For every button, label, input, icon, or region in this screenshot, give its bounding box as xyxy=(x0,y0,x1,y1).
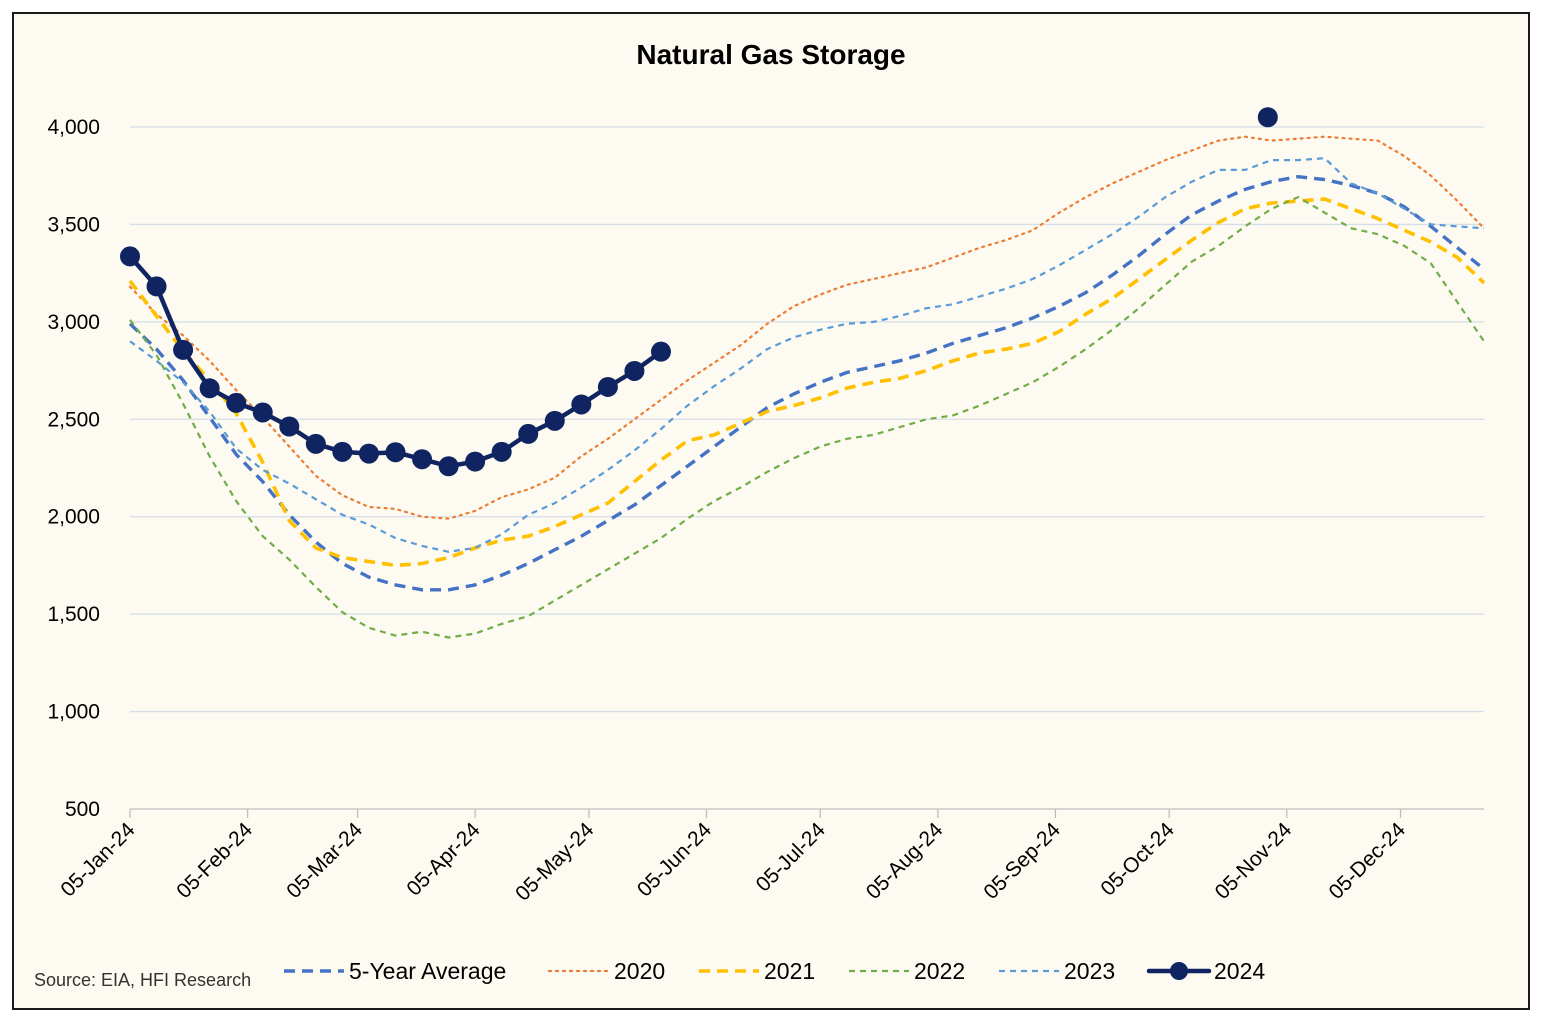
legend-label-2020: 2020 xyxy=(614,958,665,984)
y-tick-label: 2,500 xyxy=(47,408,100,431)
data-point-2024 xyxy=(544,410,565,431)
data-point-2024 xyxy=(226,392,247,413)
x-tick-label: 05-Nov-24 xyxy=(1211,818,1297,904)
x-tick-label: 05-Dec-24 xyxy=(1324,818,1410,904)
data-point-2024 xyxy=(385,442,406,463)
legend-label-2023: 2023 xyxy=(1064,958,1115,984)
data-point-2024 xyxy=(624,360,645,381)
data-point-2024 xyxy=(332,441,353,462)
x-tick-label: 05-Feb-24 xyxy=(172,818,257,903)
axis-layer: 500 1,000 1,500 2,000 2,500 3,000 3,500 4,000 05… xyxy=(47,116,1484,906)
x-tick-label: 05-Apr-24 xyxy=(402,818,485,901)
data-point-2024 xyxy=(146,276,167,297)
data-point-2024 xyxy=(412,449,433,470)
data-point-2024 xyxy=(650,341,671,362)
y-tick-label: 1,000 xyxy=(47,701,100,724)
y-tick-label: 500 xyxy=(65,798,100,821)
x-tick-label: 05-Mar-24 xyxy=(282,818,367,903)
data-point-2024 xyxy=(199,378,220,399)
series-line-5-year-average xyxy=(128,174,1486,592)
x-tick-label: 05-May-24 xyxy=(511,818,598,905)
series-line-2020 xyxy=(128,135,1486,520)
x-tick-label: 05-Aug-24 xyxy=(862,818,948,904)
legend-label-2021: 2021 xyxy=(764,958,815,984)
legend-label-5-year-average: 5-Year Average xyxy=(349,958,506,984)
x-tick-label: 05-Jul-24 xyxy=(752,818,830,896)
data-point-2024 xyxy=(491,441,512,462)
legend-marker-2024 xyxy=(1170,962,1188,980)
data-point-outlier xyxy=(1257,107,1278,128)
legend-layer: 5-Year Average 2020 2021 2022 2023 2024 xyxy=(284,958,1265,984)
y-tick-label: 3,000 xyxy=(47,311,100,334)
data-point-2024 xyxy=(358,443,379,464)
x-tick-label: 05-Oct-24 xyxy=(1096,818,1179,901)
data-point-2024 xyxy=(173,339,194,360)
series-line-2022 xyxy=(129,196,1485,639)
chart-svg: Natural Gas Storage 500 1,000 1,500 2,000 2,… xyxy=(34,39,1486,990)
data-point-2024 xyxy=(571,394,592,415)
data-point-2024 xyxy=(465,451,486,472)
chart-title: Natural Gas Storage xyxy=(636,39,905,70)
data-point-2024 xyxy=(438,456,459,477)
series-layer xyxy=(120,107,1486,639)
data-point-2024 xyxy=(518,423,539,444)
data-point-2024 xyxy=(279,416,300,437)
data-point-2024 xyxy=(252,402,273,423)
legend-label-2024: 2024 xyxy=(1214,958,1265,984)
series-line-2023 xyxy=(129,157,1485,553)
x-tick-label: 05-Jun-24 xyxy=(633,818,716,901)
y-tick-label: 3,500 xyxy=(47,213,100,236)
data-point-2024 xyxy=(305,433,326,454)
legend-label-2022: 2022 xyxy=(914,958,965,984)
series-line-2021 xyxy=(128,197,1486,568)
x-tick-label: 05-Sep-24 xyxy=(979,818,1065,904)
grid-layer xyxy=(130,126,1484,713)
y-tick-label: 1,500 xyxy=(47,603,100,626)
source-note: Source: EIA, HFI Research xyxy=(34,970,251,990)
y-tick-label: 2,000 xyxy=(47,506,100,529)
x-tick-label: 05-Jan-24 xyxy=(56,818,139,901)
series-line-2024 xyxy=(127,254,664,469)
y-tick-label: 4,000 xyxy=(47,116,100,139)
data-point-2024 xyxy=(597,376,618,397)
data-point-2024 xyxy=(120,246,140,267)
chart-frame: Natural Gas Storage 500 1,000 1,500 2,000 2,… xyxy=(12,12,1530,1010)
